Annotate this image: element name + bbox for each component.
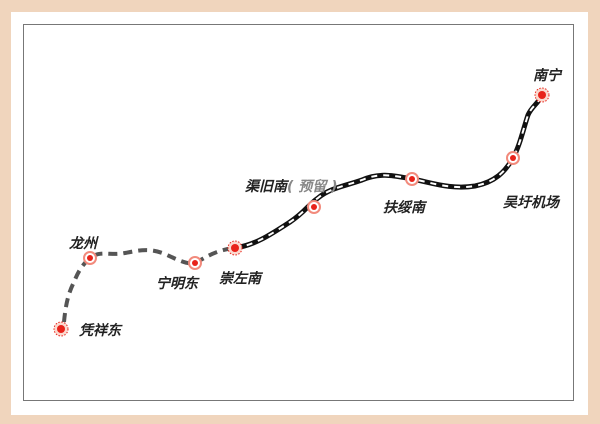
station-marker-longzhou bbox=[83, 251, 97, 265]
station-label-ningmingdong: 宁明东 bbox=[156, 276, 198, 292]
station-marker-chongzuonan bbox=[227, 240, 243, 256]
station-label-pingxiangdong: 凭祥东 bbox=[79, 323, 121, 339]
station-label-fusuinan: 扶绥南 bbox=[383, 200, 425, 216]
map-frame bbox=[23, 24, 574, 401]
station-marker-fusuinan bbox=[405, 172, 419, 186]
reserved-note: ( 预留 ) bbox=[287, 179, 338, 195]
station-label-wuxu-airport: 吴圩机场 bbox=[503, 195, 559, 211]
station-marker-wuxu-airport bbox=[506, 151, 520, 165]
station-label-chongzuonan: 崇左南 bbox=[219, 271, 261, 287]
railway-line-outer bbox=[234, 93, 545, 251]
station-marker-nanning bbox=[534, 87, 550, 103]
station-name: 渠旧南 bbox=[245, 179, 287, 195]
station-markers bbox=[53, 87, 550, 337]
station-label-nanning: 南宁 bbox=[533, 68, 561, 84]
station-marker-ningmingdong bbox=[188, 256, 202, 270]
station-marker-pingxiangdong bbox=[53, 321, 69, 337]
planned-line-segment bbox=[62, 246, 236, 323]
station-marker-qujiunan bbox=[307, 200, 321, 214]
station-label-qujiunan: 渠旧南( 预留 ) bbox=[245, 176, 338, 196]
station-label-longzhou: 龙州 bbox=[69, 236, 97, 252]
